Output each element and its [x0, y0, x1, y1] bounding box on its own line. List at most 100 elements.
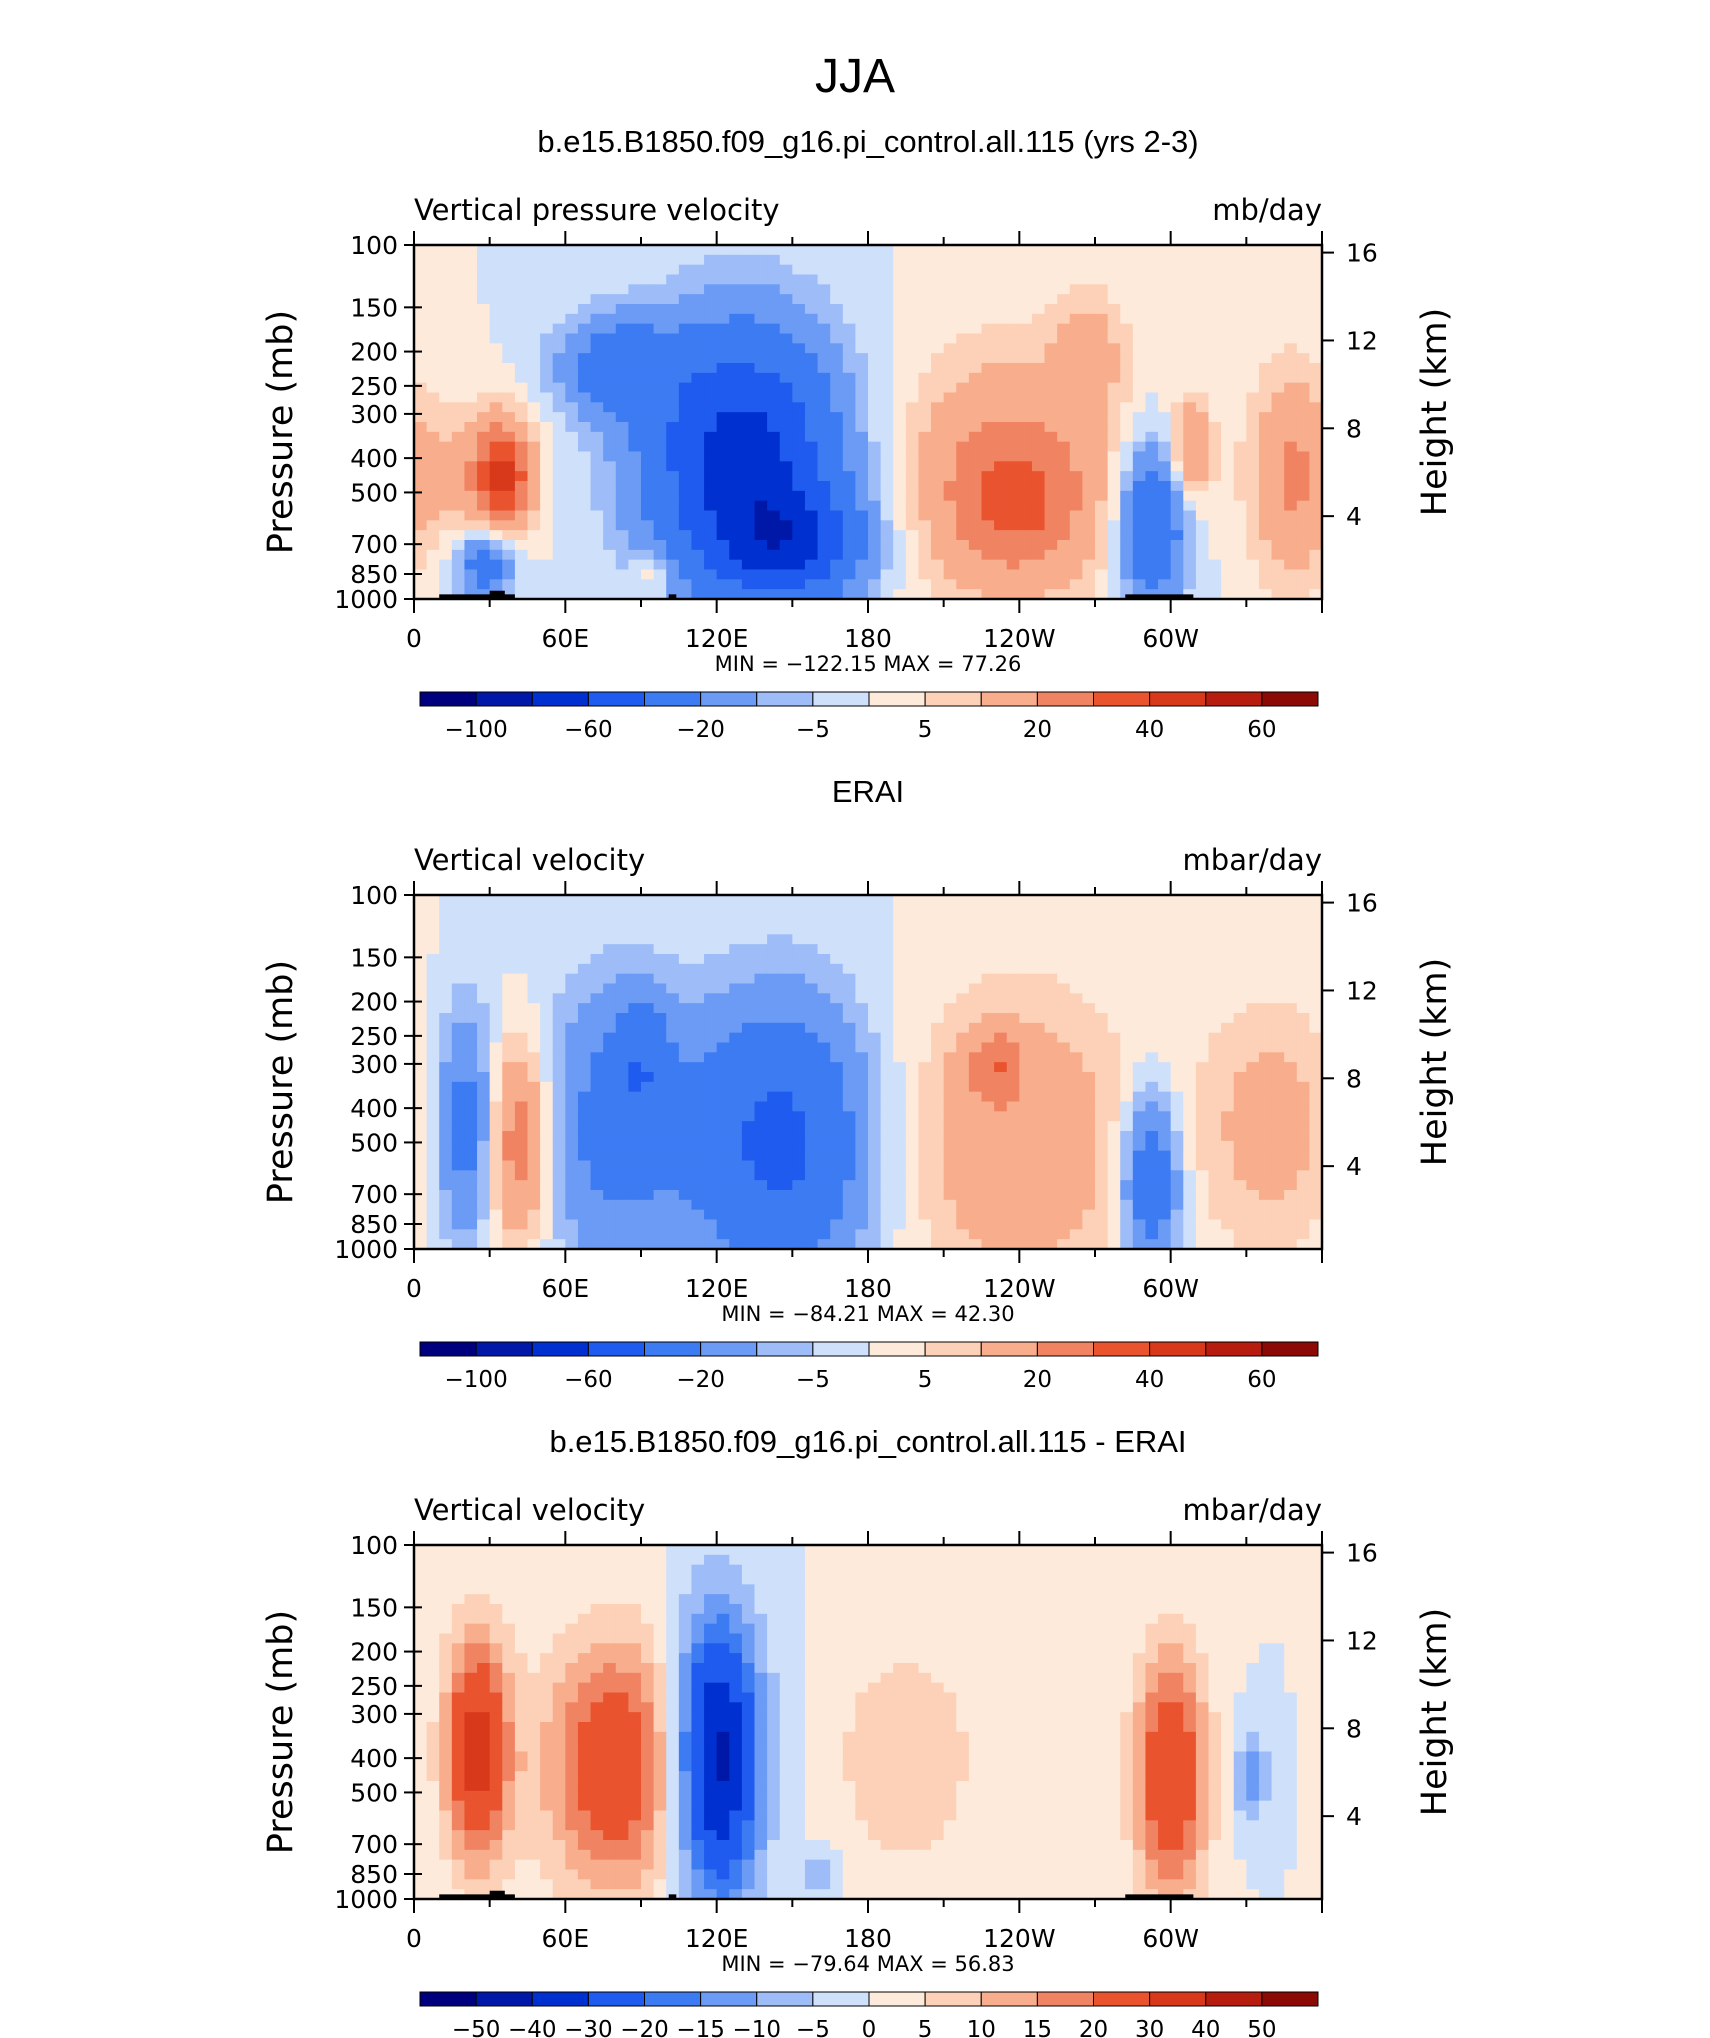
- field-cell: [477, 323, 491, 335]
- field-cell: [464, 1180, 478, 1191]
- field-cell: [704, 973, 718, 985]
- field-cell: [880, 1062, 894, 1073]
- field-cell: [439, 1032, 453, 1044]
- field-cell: [943, 1121, 957, 1132]
- field-cell: [464, 1032, 478, 1044]
- field-cell: [1069, 1101, 1083, 1112]
- field-cell: [641, 264, 655, 276]
- field-cell: [1309, 973, 1323, 985]
- field-cell: [918, 1160, 932, 1171]
- field-cell: [1145, 1131, 1159, 1142]
- field-cell: [1183, 1062, 1197, 1073]
- field-cell: [804, 1091, 819, 1103]
- field-cell: [1082, 1160, 1096, 1171]
- field-cell: [439, 490, 453, 502]
- field-cell: [414, 1022, 428, 1034]
- field-cell: [1271, 963, 1285, 975]
- field-cell: [527, 382, 541, 394]
- field-cell: [514, 1081, 529, 1093]
- field-cell: [666, 934, 680, 945]
- field-cell: [1170, 904, 1184, 916]
- field-cell: [1145, 490, 1159, 502]
- field-cell: [792, 1003, 806, 1014]
- field-cell: [666, 569, 680, 580]
- field-cell: [653, 510, 667, 521]
- field-cell: [540, 264, 554, 276]
- field-cell: [577, 973, 592, 985]
- field-cell: [842, 294, 856, 305]
- field-cell: [918, 264, 932, 276]
- field-cell: [943, 924, 957, 935]
- field-cell: [464, 520, 478, 531]
- field-cell: [1195, 284, 1210, 295]
- field-cell: [527, 1052, 541, 1063]
- field-cell: [1170, 392, 1184, 403]
- field-cell: [414, 431, 428, 443]
- field-cell: [1057, 323, 1071, 335]
- field-cell: [716, 1003, 730, 1014]
- field-cell: [943, 1170, 957, 1181]
- field-cell: [1082, 402, 1096, 413]
- field-cell: [1057, 274, 1071, 285]
- field-cell: [653, 1003, 667, 1014]
- field-cell: [451, 353, 466, 364]
- field-cell: [981, 569, 995, 580]
- field-cell: [1006, 549, 1020, 561]
- field-cell: [1309, 963, 1323, 975]
- field-cell: [540, 983, 554, 994]
- field-cell: [931, 323, 945, 335]
- field-cell: [956, 1003, 970, 1014]
- field-cell: [464, 1190, 478, 1201]
- field-cell: [615, 363, 629, 374]
- field-cell: [1271, 520, 1285, 531]
- field-cell: [893, 264, 907, 276]
- field-cell: [868, 520, 882, 531]
- field-cell: [451, 934, 466, 945]
- field-cell: [678, 924, 693, 935]
- field-cell: [451, 333, 466, 344]
- field-cell: [729, 461, 743, 472]
- field-cell: [678, 1140, 693, 1152]
- field-cell: [666, 1101, 680, 1112]
- field-cell: [1082, 944, 1096, 955]
- field-cell: [931, 520, 945, 531]
- field-cell: [514, 304, 529, 315]
- field-cell: [994, 569, 1008, 580]
- field-cell: [741, 963, 756, 975]
- field-cell: [489, 245, 503, 256]
- field-cell: [880, 500, 894, 512]
- field-cell: [729, 914, 743, 926]
- field-cell: [779, 540, 793, 551]
- field-cell: [514, 983, 529, 994]
- field-cell: [678, 363, 693, 374]
- field-cell: [1221, 1150, 1235, 1162]
- field-cell: [426, 549, 440, 561]
- field-cell: [1132, 1003, 1147, 1014]
- field-cell: [1031, 1091, 1046, 1103]
- field-cell: [577, 1180, 592, 1191]
- field-cell: [464, 1199, 478, 1211]
- field-cell: [1309, 412, 1323, 423]
- field-cell: [968, 392, 983, 403]
- field-cell: [729, 500, 743, 512]
- field-cell: [502, 1160, 516, 1171]
- field-cell: [943, 904, 957, 916]
- field-cell: [905, 895, 920, 906]
- field-cell: [691, 1180, 705, 1191]
- field-cell: [792, 382, 806, 394]
- field-cell: [603, 1150, 617, 1162]
- field-cell: [1057, 589, 1071, 600]
- field-cell: [994, 549, 1008, 561]
- field-cell: [615, 924, 629, 935]
- field-cell: [893, 983, 907, 994]
- field-cell: [1296, 304, 1310, 315]
- field-cell: [804, 1042, 819, 1053]
- field-cell: [439, 294, 453, 305]
- field-cell: [653, 1072, 667, 1083]
- field-cell: [817, 402, 831, 413]
- field-cell: [729, 520, 743, 531]
- field-cell: [956, 412, 970, 423]
- field-cell: [1284, 559, 1298, 571]
- x-tick-label: 180: [844, 624, 892, 653]
- field-cell: [956, 500, 970, 512]
